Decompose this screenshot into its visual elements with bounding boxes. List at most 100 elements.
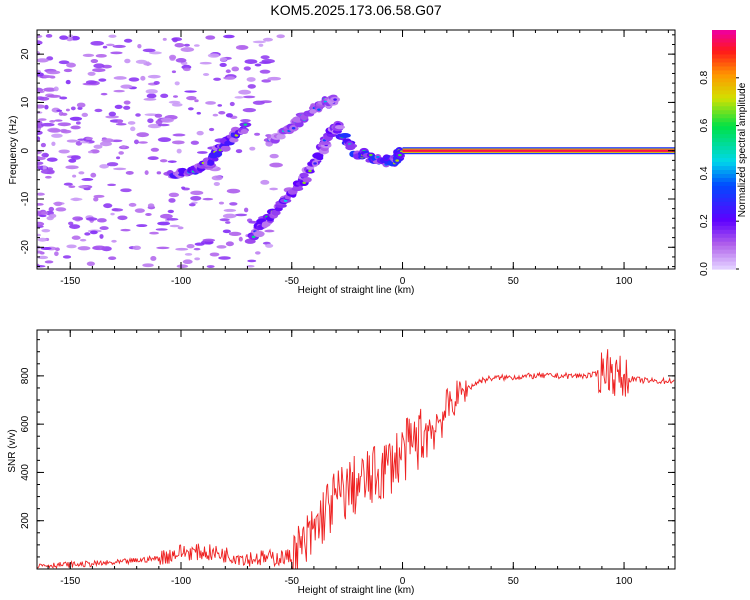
colorbar-swatch [712, 101, 736, 107]
noise-cell [40, 142, 46, 148]
colorbar-swatch [712, 265, 736, 270]
noise-cell [66, 244, 77, 249]
noise-cell [188, 203, 196, 207]
colorbar-swatch [712, 173, 736, 178]
noise-cell [37, 165, 41, 169]
snr-series-line [37, 349, 675, 569]
noise-cell [265, 243, 274, 248]
noise-cell [51, 133, 63, 138]
noise-cell [225, 69, 231, 74]
snr-x-axis-label: Height of straight line (km) [298, 585, 415, 596]
ridge-c-cell [253, 230, 265, 238]
noise-cell [144, 170, 149, 175]
noise-cell [147, 118, 154, 124]
noise-cell [228, 231, 242, 237]
noise-cell [87, 71, 96, 76]
noise-cell [175, 58, 187, 63]
noise-cell [116, 156, 121, 160]
noise-cell [127, 121, 136, 125]
noise-cell [225, 221, 231, 224]
noise-cell [172, 95, 178, 98]
noise-cell [59, 35, 69, 40]
noise-cell [49, 120, 56, 123]
spectrogram-x-tick-label: -50 [285, 276, 300, 287]
ridge-b-hot-cell [333, 98, 337, 101]
noise-cell [55, 207, 67, 212]
noise-cell [37, 203, 44, 206]
noise-cell [181, 186, 186, 190]
noise-cell [260, 55, 270, 60]
ridge-a-cell [220, 145, 231, 152]
noise-cell [169, 224, 180, 228]
noise-cell [48, 128, 62, 133]
snr-frame [36, 329, 676, 570]
noise-cell [194, 99, 199, 103]
noise-cell [269, 162, 283, 168]
noise-cell [243, 95, 256, 99]
noise-cell [276, 34, 285, 39]
noise-cell [42, 165, 47, 171]
snr-y-tick-label: 600 [20, 415, 31, 432]
noise-cell [254, 132, 261, 136]
noise-cell [267, 76, 282, 81]
colorbar-swatch [712, 109, 736, 115]
noise-cell [41, 211, 49, 216]
noise-cell [106, 43, 115, 47]
ridge-a-cell [207, 159, 215, 166]
colorbar-swatch [712, 153, 736, 159]
noise-cell [156, 246, 170, 250]
noise-cell [174, 43, 185, 48]
colorbar-swatch [712, 81, 736, 87]
noise-cell [222, 229, 231, 234]
noise-cell [157, 221, 171, 226]
noise-cell [85, 80, 97, 85]
noise-cell [56, 109, 63, 112]
noise-cell [196, 151, 208, 154]
colorbar-swatch [712, 157, 736, 163]
noise-cell [99, 226, 109, 231]
colorbar-swatch [712, 169, 736, 174]
ridge-c-hot-cell [251, 235, 256, 239]
noise-cell [51, 141, 56, 146]
noise-cell [68, 221, 74, 226]
snr-x-tick-label: 100 [616, 576, 633, 587]
noise-cell [234, 96, 244, 99]
noise-cell [252, 100, 265, 105]
noise-cell [242, 108, 257, 113]
noise-cell [108, 34, 117, 38]
noise-cell [137, 44, 142, 49]
noise-cell [145, 212, 152, 216]
colorbar-swatch [712, 201, 736, 206]
colorbar-swatch [712, 137, 736, 143]
noise-cell [63, 68, 73, 73]
noise-cell [136, 132, 150, 138]
noise-cell [254, 63, 262, 67]
snr-x-tick-label: 0 [400, 576, 406, 587]
noise-cell [48, 206, 55, 212]
noise-cell [82, 53, 95, 57]
colorbar-label: Normalized spectral amplitude [737, 82, 748, 217]
noise-cell [132, 245, 142, 251]
noise-cell [37, 222, 42, 226]
noise-cell [113, 89, 125, 93]
colorbar-swatch [712, 217, 736, 222]
colorbar-swatch [712, 77, 736, 83]
noise-cell [206, 265, 215, 268]
noise-cell [120, 84, 133, 89]
colorbar-swatch [712, 193, 736, 198]
noise-cell [118, 151, 124, 155]
noise-cell [269, 153, 279, 159]
noise-cell [44, 104, 49, 110]
noise-cell [37, 40, 43, 46]
noise-cell [145, 61, 151, 67]
noise-cell [120, 228, 131, 232]
colorbar-swatch [712, 253, 736, 258]
noise-cell [106, 162, 119, 167]
noise-cell [72, 174, 77, 178]
noise-cell [77, 246, 91, 251]
noise-cell [38, 118, 47, 121]
noise-cell [199, 61, 212, 65]
noise-cell [65, 108, 70, 112]
noise-cell [37, 192, 45, 196]
colorbar-swatch [712, 41, 736, 47]
